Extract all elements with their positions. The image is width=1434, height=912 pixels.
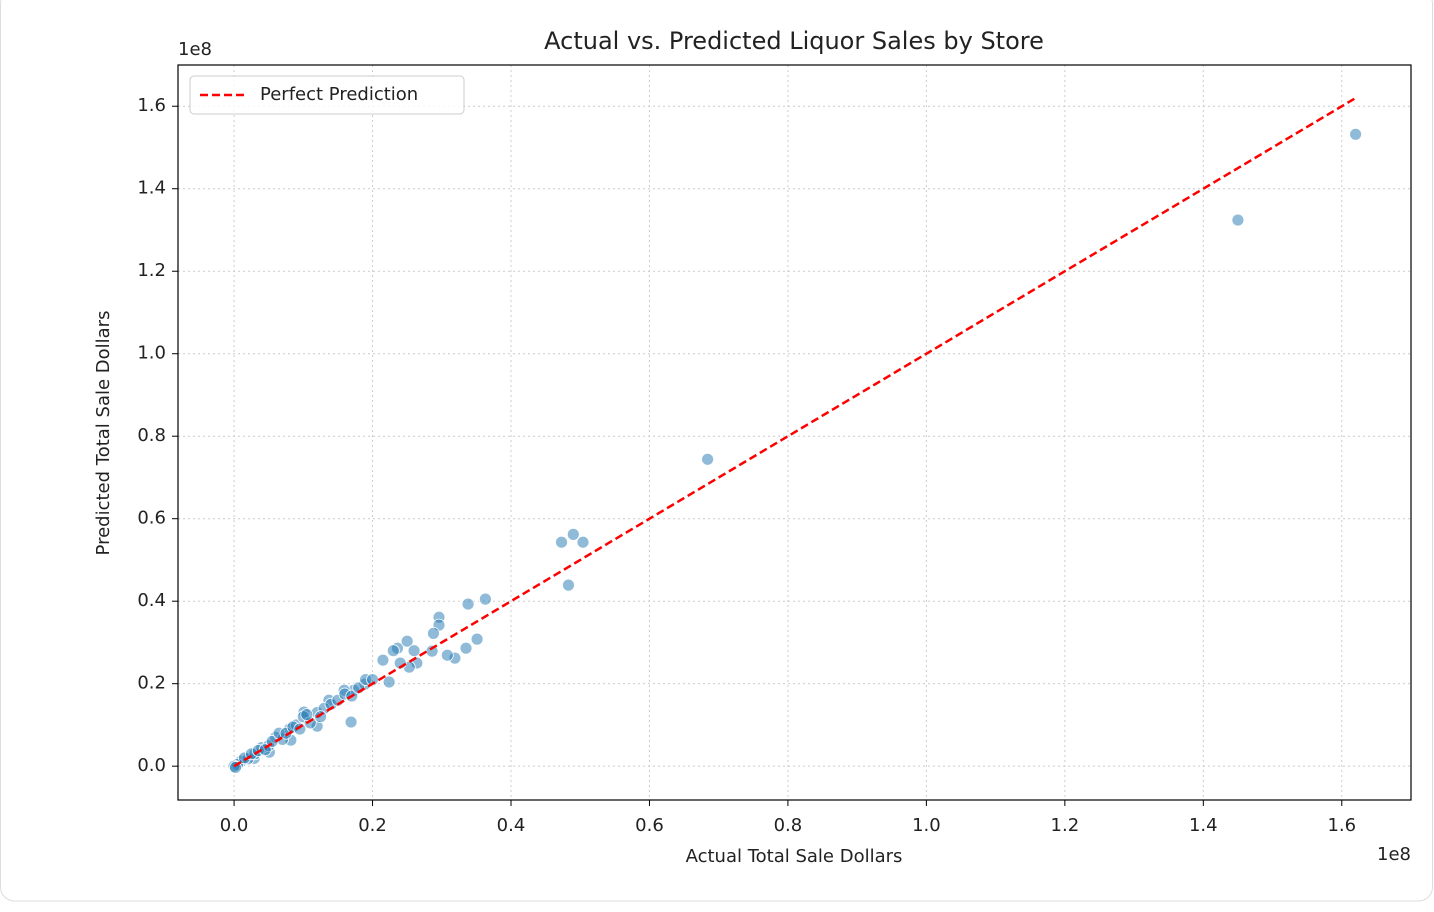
y-tick-label: 0.2	[137, 673, 166, 694]
y-tick-label: 1.6	[137, 95, 166, 116]
x-tick-label: 0.4	[497, 815, 526, 836]
y-tick-label: 0.8	[137, 425, 166, 446]
y-tick-label: 1.2	[137, 260, 166, 281]
y-axis-label: Predicted Total Sale Dollars	[93, 311, 114, 556]
point	[1231, 213, 1245, 227]
x-tick-label: 1.6	[1327, 815, 1356, 836]
plot-frame	[177, 64, 1412, 801]
point	[701, 452, 715, 466]
point	[400, 634, 414, 648]
point	[344, 715, 358, 729]
point	[478, 592, 492, 606]
y-tick-label: 1.4	[137, 178, 166, 199]
perfect-line	[233, 96, 1357, 768]
point	[562, 578, 575, 592]
y-tick-label: 0.4	[137, 590, 166, 611]
legend-box	[189, 75, 465, 115]
x-axis-label: Actual Total Sale Dollars	[686, 846, 903, 867]
point	[555, 535, 568, 549]
point	[440, 648, 454, 662]
y-tick-label: 0.6	[137, 508, 166, 529]
point	[407, 644, 421, 658]
point	[386, 644, 400, 658]
x-tick-label: 0.2	[358, 815, 387, 836]
x-offset-label: 1e8	[1377, 844, 1411, 865]
point	[461, 597, 475, 611]
y-tick-label: 0.0	[137, 755, 166, 776]
y-offset-label: 1e8	[178, 39, 212, 60]
x-tick-label: 1.4	[1189, 815, 1218, 836]
chart-title: Actual vs. Predicted Liquor Sales by Sto…	[544, 27, 1044, 55]
point	[382, 675, 396, 689]
point	[427, 626, 440, 640]
point	[293, 722, 307, 736]
y-tick-label: 1.0	[137, 343, 166, 364]
point	[300, 708, 314, 722]
x-tick-label: 0.8	[774, 815, 803, 836]
point	[1349, 127, 1363, 141]
x-tick-label: 1.0	[912, 815, 941, 836]
point	[459, 641, 473, 655]
x-tick-label: 0.6	[635, 815, 664, 836]
x-tick-label: 0.0	[220, 815, 249, 836]
point	[470, 632, 484, 646]
legend-label: Perfect Prediction	[260, 84, 418, 105]
point	[376, 653, 390, 667]
point	[566, 527, 580, 541]
point	[576, 535, 590, 549]
x-tick-label: 1.2	[1051, 815, 1080, 836]
